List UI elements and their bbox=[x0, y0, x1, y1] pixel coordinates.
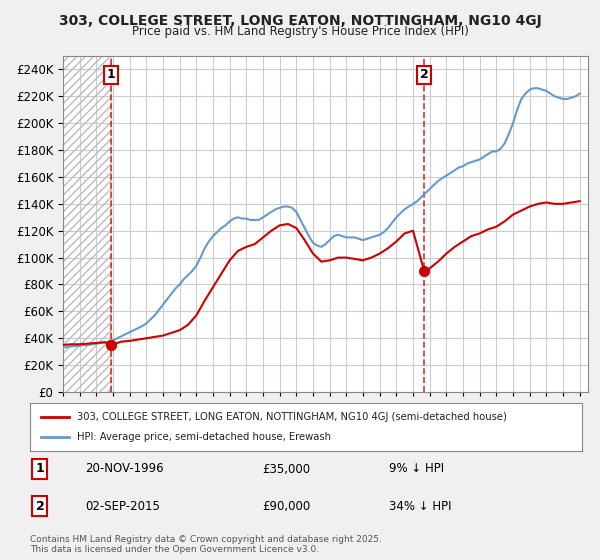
Text: 303, COLLEGE STREET, LONG EATON, NOTTINGHAM, NG10 4GJ: 303, COLLEGE STREET, LONG EATON, NOTTING… bbox=[59, 14, 541, 28]
Text: £35,000: £35,000 bbox=[262, 463, 310, 475]
Text: 1: 1 bbox=[35, 463, 44, 475]
Text: 303, COLLEGE STREET, LONG EATON, NOTTINGHAM, NG10 4GJ (semi-detached house): 303, COLLEGE STREET, LONG EATON, NOTTING… bbox=[77, 412, 507, 422]
Text: Price paid vs. HM Land Registry's House Price Index (HPI): Price paid vs. HM Land Registry's House … bbox=[131, 25, 469, 38]
Text: Contains HM Land Registry data © Crown copyright and database right 2025.
This d: Contains HM Land Registry data © Crown c… bbox=[30, 535, 382, 554]
Text: HPI: Average price, semi-detached house, Erewash: HPI: Average price, semi-detached house,… bbox=[77, 432, 331, 442]
Text: 9% ↓ HPI: 9% ↓ HPI bbox=[389, 463, 444, 475]
Text: 2: 2 bbox=[35, 500, 44, 512]
Text: 02-SEP-2015: 02-SEP-2015 bbox=[85, 500, 160, 512]
Text: 1: 1 bbox=[107, 68, 116, 81]
Text: 2: 2 bbox=[420, 68, 428, 81]
Text: £90,000: £90,000 bbox=[262, 500, 310, 512]
Text: 20-NOV-1996: 20-NOV-1996 bbox=[85, 463, 164, 475]
Text: 34% ↓ HPI: 34% ↓ HPI bbox=[389, 500, 451, 512]
